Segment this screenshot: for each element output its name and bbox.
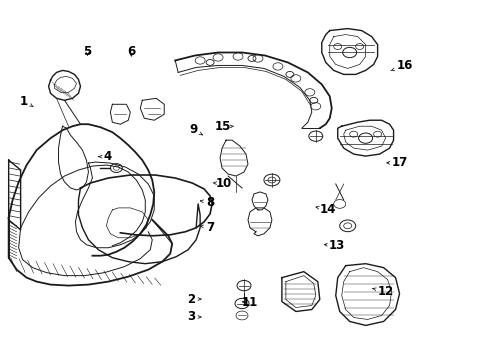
Text: 8: 8 — [200, 196, 214, 209]
Text: 5: 5 — [83, 45, 91, 58]
Text: 14: 14 — [315, 203, 335, 216]
Text: 4: 4 — [98, 150, 112, 163]
Text: 9: 9 — [189, 123, 202, 136]
Text: 15: 15 — [214, 121, 233, 134]
Text: 6: 6 — [127, 45, 135, 58]
Text: 13: 13 — [324, 239, 345, 252]
Text: 16: 16 — [390, 59, 412, 72]
Text: 17: 17 — [386, 156, 407, 169]
Text: 11: 11 — [241, 296, 257, 309]
Text: 3: 3 — [186, 310, 201, 324]
Text: 7: 7 — [200, 221, 214, 234]
Text: 1: 1 — [20, 95, 33, 108]
Text: 10: 10 — [213, 177, 232, 190]
Text: 2: 2 — [186, 293, 201, 306]
Text: 12: 12 — [371, 285, 393, 298]
